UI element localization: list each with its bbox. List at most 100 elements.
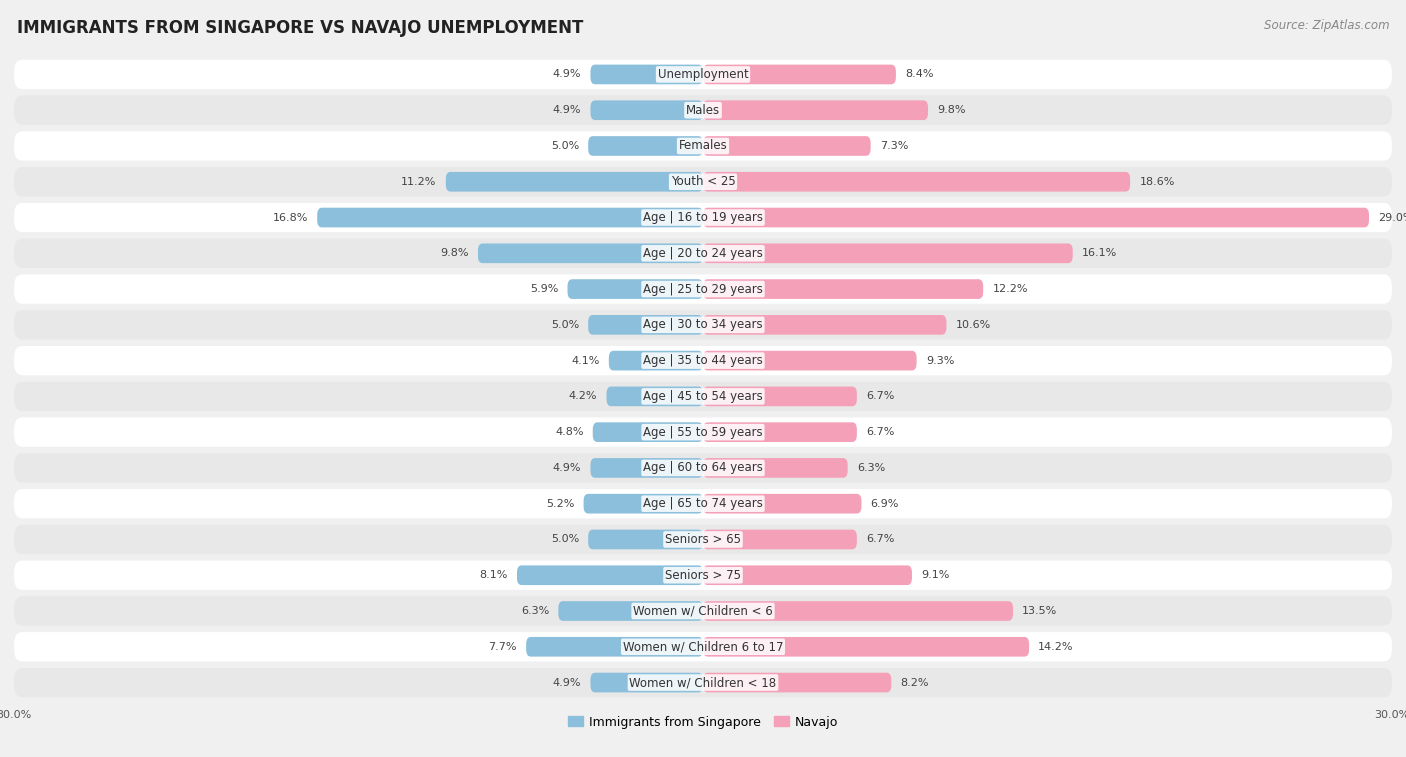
Text: 4.9%: 4.9% <box>553 463 581 473</box>
FancyBboxPatch shape <box>14 453 1392 483</box>
Text: 11.2%: 11.2% <box>401 177 437 187</box>
Text: 6.7%: 6.7% <box>866 534 894 544</box>
Text: 4.9%: 4.9% <box>553 105 581 115</box>
FancyBboxPatch shape <box>478 244 703 263</box>
FancyBboxPatch shape <box>703 673 891 693</box>
Text: 12.2%: 12.2% <box>993 284 1028 294</box>
Text: Age | 45 to 54 years: Age | 45 to 54 years <box>643 390 763 403</box>
Text: 9.8%: 9.8% <box>938 105 966 115</box>
FancyBboxPatch shape <box>14 238 1392 268</box>
Text: Age | 60 to 64 years: Age | 60 to 64 years <box>643 462 763 475</box>
Text: 8.4%: 8.4% <box>905 70 934 79</box>
Text: Age | 16 to 19 years: Age | 16 to 19 years <box>643 211 763 224</box>
FancyBboxPatch shape <box>446 172 703 192</box>
FancyBboxPatch shape <box>14 597 1392 626</box>
Text: 5.2%: 5.2% <box>546 499 575 509</box>
Text: Age | 30 to 34 years: Age | 30 to 34 years <box>643 319 763 332</box>
FancyBboxPatch shape <box>14 668 1392 697</box>
Text: 10.6%: 10.6% <box>956 320 991 330</box>
FancyBboxPatch shape <box>14 167 1392 196</box>
Text: 9.1%: 9.1% <box>921 570 949 580</box>
Text: 6.7%: 6.7% <box>866 391 894 401</box>
FancyBboxPatch shape <box>593 422 703 442</box>
Text: 4.9%: 4.9% <box>553 70 581 79</box>
Text: 4.2%: 4.2% <box>569 391 598 401</box>
FancyBboxPatch shape <box>14 310 1392 339</box>
FancyBboxPatch shape <box>591 458 703 478</box>
FancyBboxPatch shape <box>588 315 703 335</box>
Text: 16.1%: 16.1% <box>1083 248 1118 258</box>
FancyBboxPatch shape <box>14 203 1392 232</box>
FancyBboxPatch shape <box>588 136 703 156</box>
FancyBboxPatch shape <box>14 60 1392 89</box>
Text: 7.3%: 7.3% <box>880 141 908 151</box>
FancyBboxPatch shape <box>14 525 1392 554</box>
Text: Age | 25 to 29 years: Age | 25 to 29 years <box>643 282 763 295</box>
Text: Age | 55 to 59 years: Age | 55 to 59 years <box>643 425 763 438</box>
FancyBboxPatch shape <box>703 494 862 513</box>
FancyBboxPatch shape <box>703 315 946 335</box>
FancyBboxPatch shape <box>703 101 928 120</box>
FancyBboxPatch shape <box>703 136 870 156</box>
Text: 29.0%: 29.0% <box>1378 213 1406 223</box>
FancyBboxPatch shape <box>591 101 703 120</box>
FancyBboxPatch shape <box>14 131 1392 160</box>
FancyBboxPatch shape <box>703 530 856 550</box>
Text: 13.5%: 13.5% <box>1022 606 1057 616</box>
Text: Source: ZipAtlas.com: Source: ZipAtlas.com <box>1264 19 1389 32</box>
Text: 8.2%: 8.2% <box>900 678 929 687</box>
FancyBboxPatch shape <box>703 387 856 407</box>
Text: 5.0%: 5.0% <box>551 141 579 151</box>
Text: 5.9%: 5.9% <box>530 284 558 294</box>
Text: Age | 20 to 24 years: Age | 20 to 24 years <box>643 247 763 260</box>
FancyBboxPatch shape <box>703 64 896 84</box>
FancyBboxPatch shape <box>703 422 856 442</box>
Text: 6.3%: 6.3% <box>856 463 886 473</box>
Text: 4.8%: 4.8% <box>555 427 583 437</box>
Text: Youth < 25: Youth < 25 <box>671 176 735 188</box>
FancyBboxPatch shape <box>14 95 1392 125</box>
FancyBboxPatch shape <box>517 565 703 585</box>
Text: 5.0%: 5.0% <box>551 534 579 544</box>
FancyBboxPatch shape <box>14 418 1392 447</box>
Text: 7.7%: 7.7% <box>488 642 517 652</box>
Text: 6.9%: 6.9% <box>870 499 898 509</box>
Text: Women w/ Children < 6: Women w/ Children < 6 <box>633 605 773 618</box>
FancyBboxPatch shape <box>609 350 703 370</box>
Text: 14.2%: 14.2% <box>1038 642 1074 652</box>
Text: 8.1%: 8.1% <box>479 570 508 580</box>
FancyBboxPatch shape <box>526 637 703 656</box>
Text: 4.9%: 4.9% <box>553 678 581 687</box>
FancyBboxPatch shape <box>14 382 1392 411</box>
Text: Women w/ Children < 18: Women w/ Children < 18 <box>630 676 776 689</box>
Text: Unemployment: Unemployment <box>658 68 748 81</box>
FancyBboxPatch shape <box>14 632 1392 662</box>
Text: 5.0%: 5.0% <box>551 320 579 330</box>
Text: 9.3%: 9.3% <box>925 356 955 366</box>
Text: Seniors > 65: Seniors > 65 <box>665 533 741 546</box>
Text: 16.8%: 16.8% <box>273 213 308 223</box>
FancyBboxPatch shape <box>588 530 703 550</box>
FancyBboxPatch shape <box>558 601 703 621</box>
Legend: Immigrants from Singapore, Navajo: Immigrants from Singapore, Navajo <box>562 711 844 734</box>
Text: 9.8%: 9.8% <box>440 248 468 258</box>
Text: Males: Males <box>686 104 720 117</box>
Text: 18.6%: 18.6% <box>1139 177 1174 187</box>
Text: Women w/ Children 6 to 17: Women w/ Children 6 to 17 <box>623 640 783 653</box>
Text: Females: Females <box>679 139 727 152</box>
FancyBboxPatch shape <box>583 494 703 513</box>
FancyBboxPatch shape <box>14 274 1392 304</box>
Text: Age | 65 to 74 years: Age | 65 to 74 years <box>643 497 763 510</box>
FancyBboxPatch shape <box>703 172 1130 192</box>
FancyBboxPatch shape <box>591 64 703 84</box>
FancyBboxPatch shape <box>703 350 917 370</box>
FancyBboxPatch shape <box>703 207 1369 227</box>
FancyBboxPatch shape <box>591 673 703 693</box>
Text: IMMIGRANTS FROM SINGAPORE VS NAVAJO UNEMPLOYMENT: IMMIGRANTS FROM SINGAPORE VS NAVAJO UNEM… <box>17 19 583 37</box>
Text: 6.3%: 6.3% <box>520 606 550 616</box>
FancyBboxPatch shape <box>14 346 1392 375</box>
Text: Seniors > 75: Seniors > 75 <box>665 569 741 581</box>
FancyBboxPatch shape <box>703 565 912 585</box>
FancyBboxPatch shape <box>703 637 1029 656</box>
FancyBboxPatch shape <box>703 458 848 478</box>
